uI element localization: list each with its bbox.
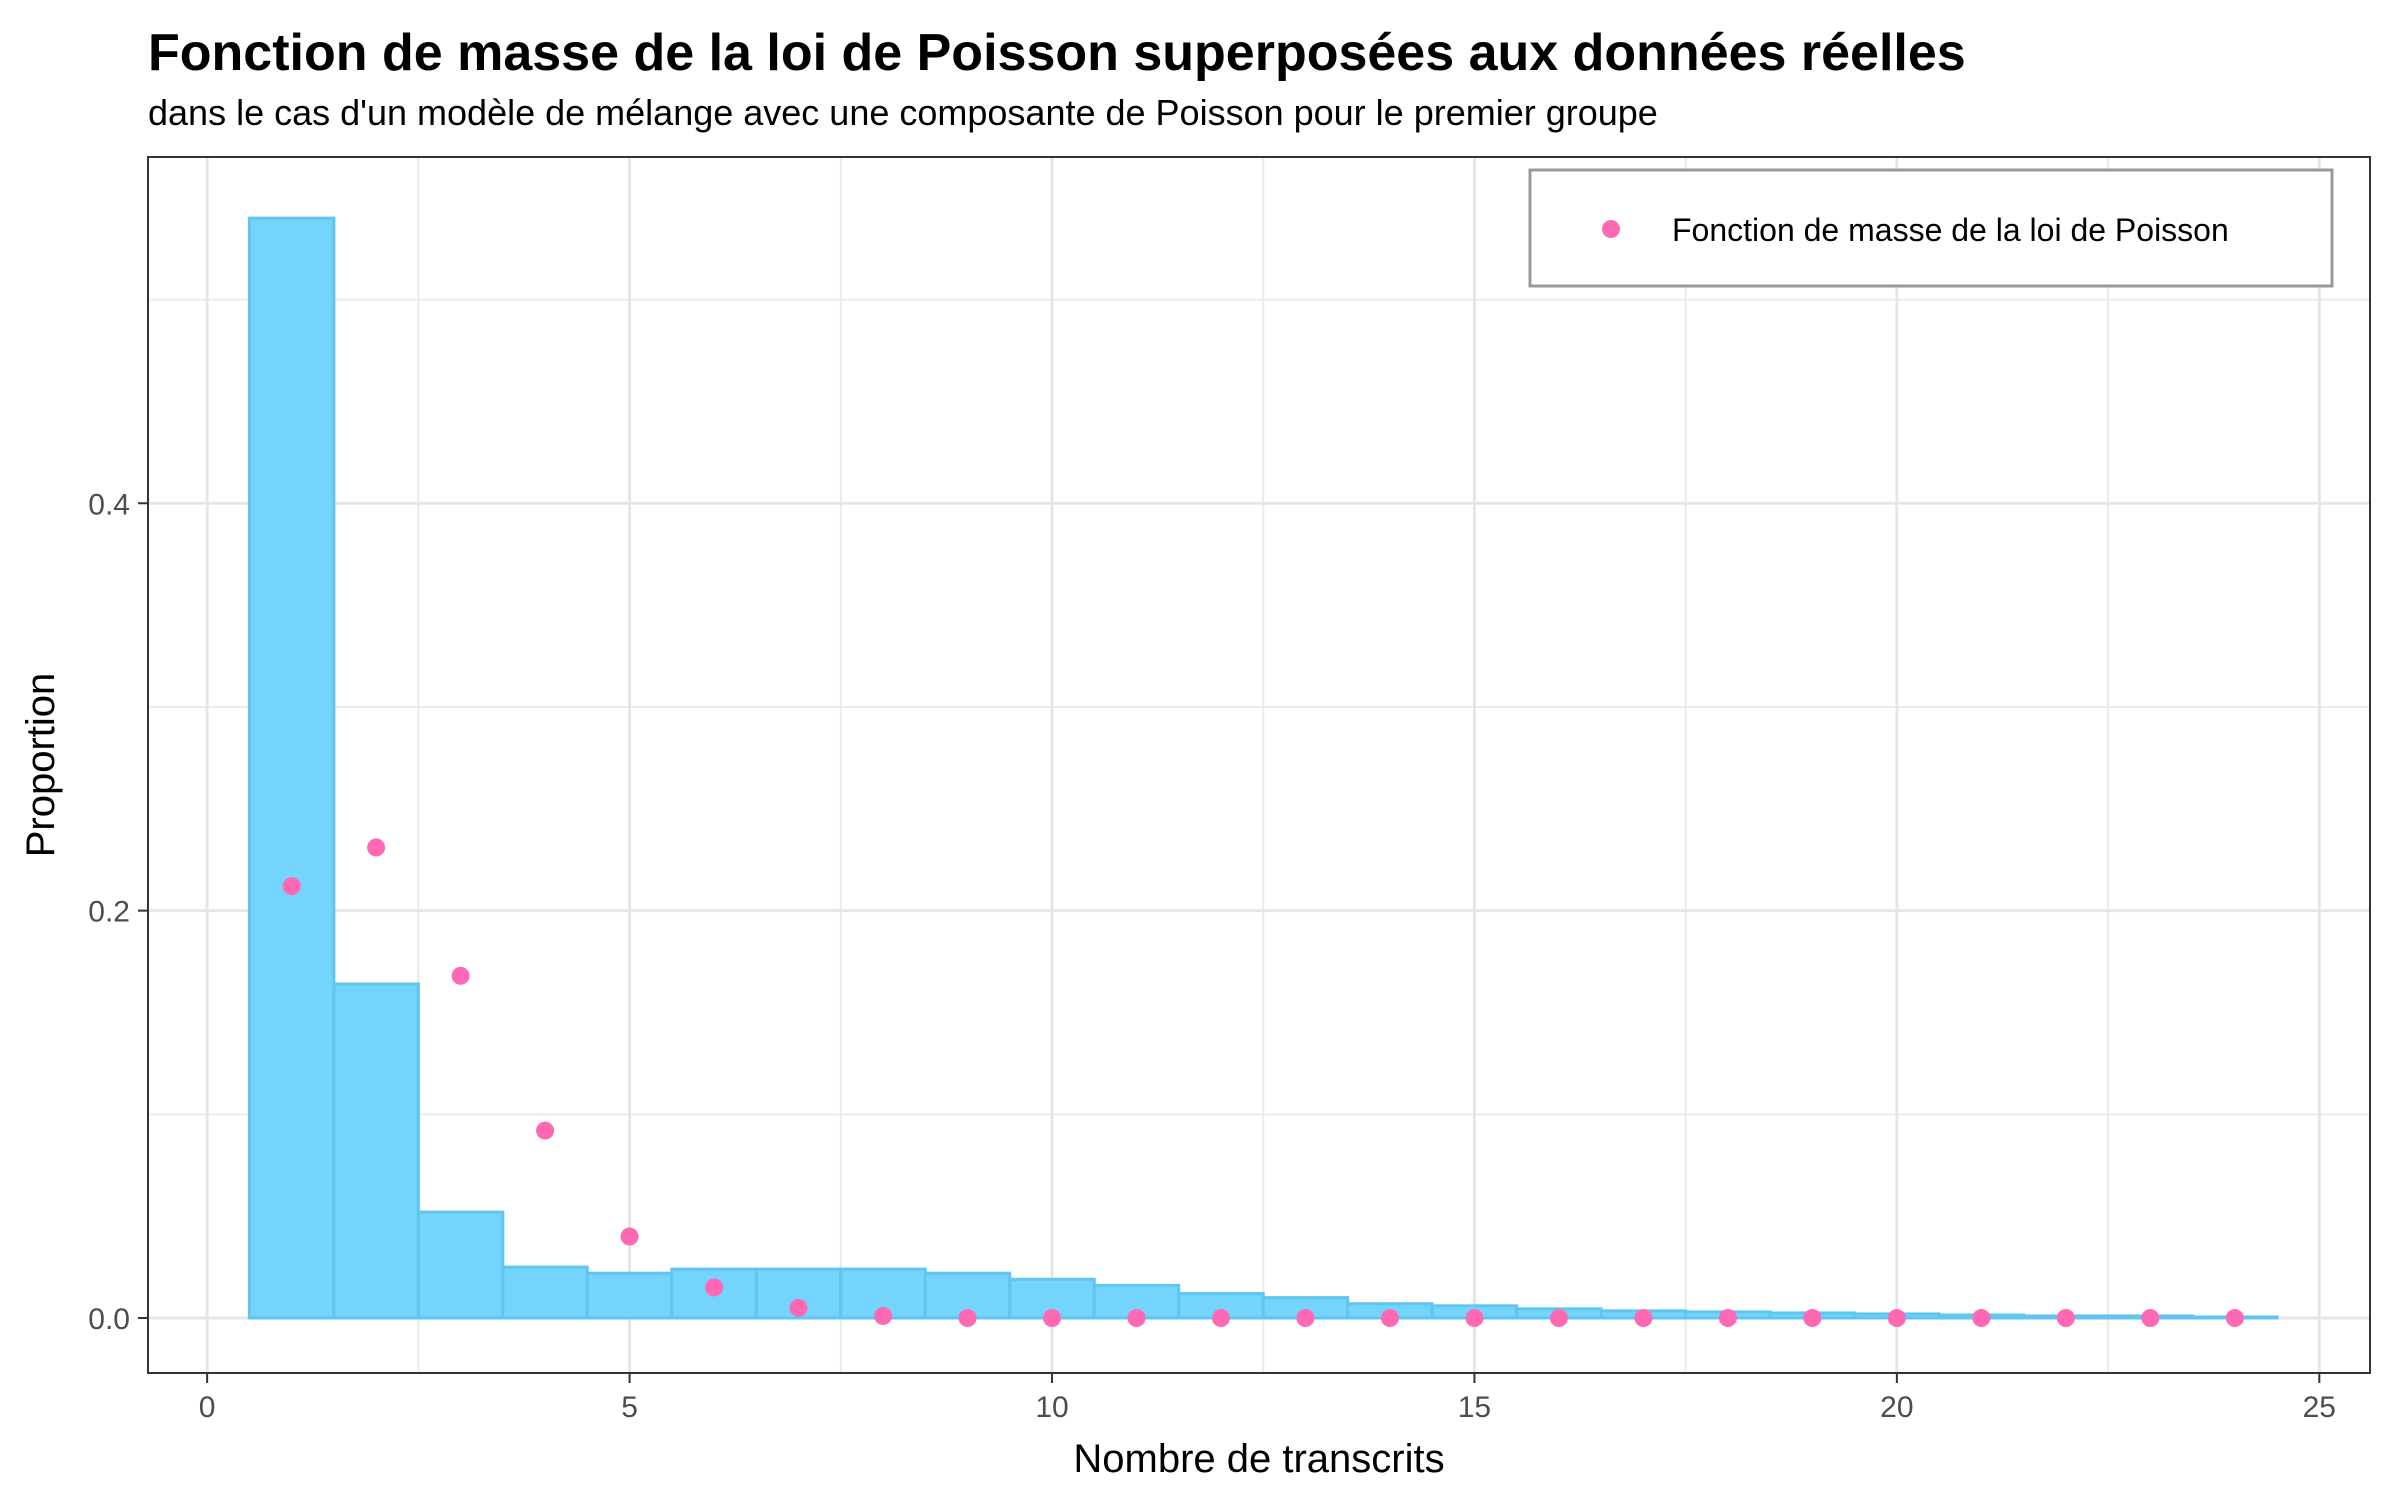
poisson-point: [1803, 1309, 1822, 1328]
poisson-point: [1972, 1309, 1991, 1328]
grid: [148, 157, 2370, 1373]
poisson-point: [1465, 1309, 1484, 1328]
x-tick-label: 5: [621, 1391, 638, 1424]
poisson-point: [705, 1278, 724, 1297]
poisson-points: [282, 838, 2244, 1328]
x-axis-title: Nombre de transcrits: [1073, 1437, 1444, 1481]
poisson-point: [2225, 1309, 2244, 1328]
histogram-bars: [247, 216, 2279, 1320]
histogram-bar: [501, 1265, 589, 1320]
poisson-point: [1380, 1309, 1399, 1328]
poisson-point: [620, 1227, 639, 1246]
poisson-point: [1043, 1309, 1062, 1328]
poisson-point: [958, 1309, 977, 1328]
poisson-point: [1718, 1309, 1737, 1328]
legend-key-poisson: [1602, 220, 1620, 238]
plot-panel: [148, 157, 2370, 1373]
histogram-bar: [332, 982, 420, 1320]
poisson-point: [1634, 1309, 1653, 1328]
poisson-point: [282, 877, 301, 896]
legend-box: [1528, 168, 2334, 288]
poisson-point: [1211, 1309, 1230, 1328]
legend-label-poisson: Fonction de masse de la loi de Poisson: [1672, 212, 2229, 248]
poisson-point: [1887, 1309, 1906, 1328]
x-tick-label: 10: [1035, 1391, 1068, 1424]
y-tick-label: 0.2: [88, 896, 130, 929]
poisson-point: [2141, 1309, 2160, 1328]
poisson-point: [2056, 1309, 2075, 1328]
poisson-point: [789, 1298, 808, 1317]
histogram-bar: [585, 1271, 674, 1320]
poisson-point: [1296, 1309, 1315, 1328]
axes: 0 5 10 15 20 25 0.0 0.2 0.4: [88, 488, 2336, 1424]
chart-subtitle: dans le cas d'un modèle de mélange avec …: [148, 92, 1658, 133]
x-tick-label: 0: [199, 1391, 216, 1424]
histogram-bar: [416, 1210, 505, 1320]
y-axis-title: Proportion: [19, 673, 63, 858]
poisson-point: [536, 1121, 555, 1140]
y-tick-label: 0.4: [88, 488, 130, 521]
plot-area: [147, 156, 2371, 1374]
chart-title: Fonction de masse de la loi de Poisson s…: [148, 24, 1966, 82]
poisson-point: [1127, 1309, 1146, 1328]
x-tick-label: 15: [1458, 1391, 1491, 1424]
x-tick-label: 20: [1880, 1391, 1913, 1424]
plot-border: [147, 156, 2371, 1374]
histogram-bar: [247, 216, 336, 1320]
poisson-point: [367, 838, 386, 857]
poisson-point: [874, 1306, 893, 1325]
legend: Fonction de masse de la loi de Poisson: [1528, 168, 2334, 288]
x-tick-label: 25: [2303, 1391, 2336, 1424]
poisson-point: [451, 966, 470, 985]
y-tick-label: 0.0: [88, 1303, 130, 1336]
poisson-point: [1549, 1309, 1568, 1328]
